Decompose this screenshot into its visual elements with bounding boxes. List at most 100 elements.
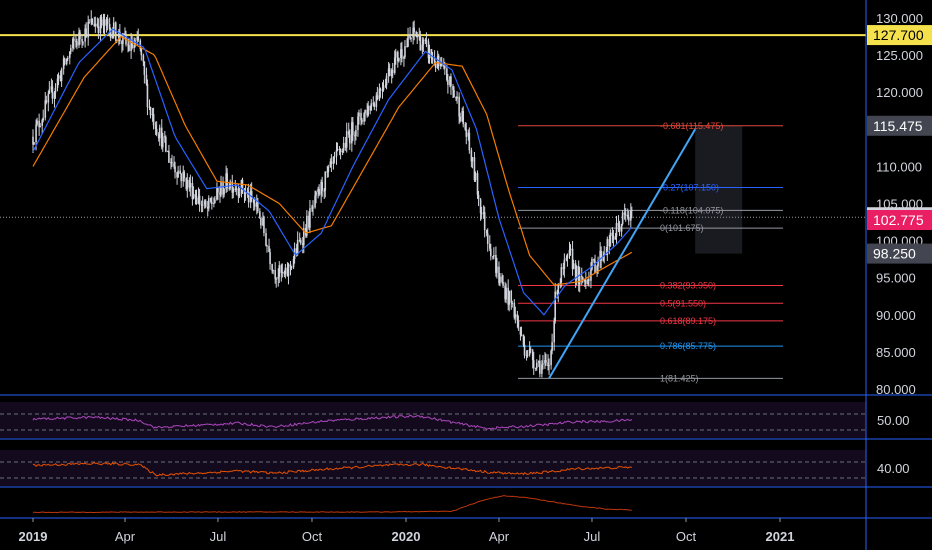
uptrend-line[interactable] bbox=[548, 128, 697, 379]
price-bar-body bbox=[72, 38, 74, 49]
price-bar-body bbox=[467, 132, 470, 137]
price-bar-body bbox=[397, 51, 399, 62]
price-bar-body bbox=[360, 112, 362, 121]
price-bar-body bbox=[631, 210, 633, 212]
price-bar-body bbox=[519, 328, 522, 335]
price-bar-body bbox=[105, 19, 108, 26]
price-bar-body bbox=[464, 124, 467, 130]
price-bar-body bbox=[275, 278, 278, 280]
target-projection-box[interactable] bbox=[695, 125, 743, 254]
price-bar-body bbox=[413, 27, 415, 32]
price-bar-body bbox=[268, 245, 270, 253]
price-bar-body bbox=[321, 182, 323, 191]
price-bar-body bbox=[60, 69, 63, 82]
price-bar-body bbox=[563, 259, 566, 269]
price-bar-body bbox=[620, 223, 623, 232]
price-bar-body bbox=[33, 142, 35, 145]
price-bar-body bbox=[427, 41, 430, 59]
price-bar-body bbox=[243, 191, 246, 195]
price-bar-body bbox=[231, 181, 234, 193]
fib-level-label: 1(81.425) bbox=[660, 373, 699, 383]
price-bar-body bbox=[520, 334, 523, 336]
fibonacci-retracement[interactable]: -0.681(115.475) -0.27(107.150) -0.118(104.… bbox=[518, 121, 783, 384]
price-tag-label: 102.775 bbox=[873, 212, 924, 228]
price-tag-label: 98.250 bbox=[873, 246, 916, 262]
price-bar-body bbox=[602, 255, 605, 261]
price-bar-body bbox=[572, 263, 575, 269]
price-bar-body bbox=[482, 212, 485, 214]
price-bar-body bbox=[76, 41, 78, 46]
price-bar-body bbox=[425, 39, 428, 42]
price-bar-body bbox=[624, 214, 627, 216]
fib-level-label: 0.382(93.950) bbox=[660, 280, 716, 290]
price-bar-body bbox=[70, 48, 72, 52]
price-bar-body bbox=[229, 181, 232, 188]
price-bar-body bbox=[517, 320, 520, 329]
price-bar-body bbox=[514, 314, 517, 318]
price-bar-body bbox=[348, 134, 351, 144]
price-bar-body bbox=[157, 134, 160, 139]
price-tag-label: 127.700 bbox=[873, 27, 924, 43]
price-bar-body bbox=[109, 28, 112, 39]
price-bar-body bbox=[600, 250, 602, 261]
price-bar-body bbox=[551, 342, 553, 351]
price-bar-body bbox=[122, 33, 124, 44]
price-bar-body bbox=[387, 68, 390, 76]
price-bar-body bbox=[526, 354, 529, 356]
price-bar-body bbox=[320, 182, 322, 195]
price-bar-body bbox=[290, 266, 293, 268]
price-tag-bg bbox=[867, 25, 932, 46]
price-bar-body bbox=[541, 364, 543, 374]
price-tick-label: 80.000 bbox=[876, 382, 916, 397]
price-bar-body bbox=[149, 106, 152, 116]
price-bar-body bbox=[480, 213, 483, 215]
price-tick-label: 85.000 bbox=[876, 345, 916, 360]
trendline[interactable] bbox=[548, 128, 697, 379]
price-bar-body bbox=[191, 182, 194, 200]
price-bar-body bbox=[82, 41, 84, 43]
price-bar-body bbox=[400, 49, 402, 58]
price-bar-body bbox=[357, 116, 359, 130]
price-bar-body bbox=[211, 201, 213, 205]
price-bar-body bbox=[125, 35, 127, 45]
price-tick-label: 125.000 bbox=[876, 48, 923, 63]
fib-level-label: 0.618(89.175) bbox=[660, 316, 716, 326]
price-bar-body bbox=[206, 206, 209, 209]
price-bar-body bbox=[372, 103, 375, 105]
price-bar-body bbox=[312, 207, 314, 209]
indicator-panes: 50.00 40.00 bbox=[0, 394, 932, 514]
horizontal-lines[interactable] bbox=[0, 34, 866, 218]
price-tick-label: 95.000 bbox=[876, 271, 916, 286]
price-bar-body bbox=[342, 142, 345, 151]
price-bar-body bbox=[333, 156, 336, 158]
time-tick-label: 2021 bbox=[766, 529, 795, 544]
price-tick-label: 90.000 bbox=[876, 308, 916, 323]
price-bar-body bbox=[455, 96, 457, 99]
price-bar-body bbox=[103, 19, 106, 26]
price-bar-body bbox=[548, 365, 550, 367]
price-bar-body bbox=[127, 44, 129, 46]
price-bar-body bbox=[542, 363, 544, 365]
price-bar-body bbox=[347, 131, 350, 135]
price-bar-body bbox=[421, 44, 424, 51]
price-bar-body bbox=[183, 171, 186, 178]
target-box-rect[interactable] bbox=[695, 125, 743, 254]
price-bar-body bbox=[195, 197, 198, 204]
price-bar-body bbox=[388, 68, 391, 77]
price-bar-body bbox=[311, 207, 313, 209]
price-bar-body bbox=[94, 23, 97, 27]
price-bar-body bbox=[379, 88, 382, 91]
fib-level-label: 0.5(91.550) bbox=[660, 298, 706, 308]
price-bar-body bbox=[406, 46, 408, 48]
price-bar-body bbox=[216, 187, 218, 200]
price-bar-body bbox=[39, 125, 41, 128]
price-bar-body bbox=[137, 36, 140, 41]
price-bar-body bbox=[118, 31, 120, 41]
fib-level-label: -0.27(107.150) bbox=[660, 183, 719, 193]
price-bar-body bbox=[78, 32, 80, 46]
price-bar-body bbox=[462, 110, 465, 125]
price-bar-body bbox=[326, 171, 329, 173]
price-bar-body bbox=[511, 302, 514, 304]
price-bar-body bbox=[283, 271, 286, 275]
